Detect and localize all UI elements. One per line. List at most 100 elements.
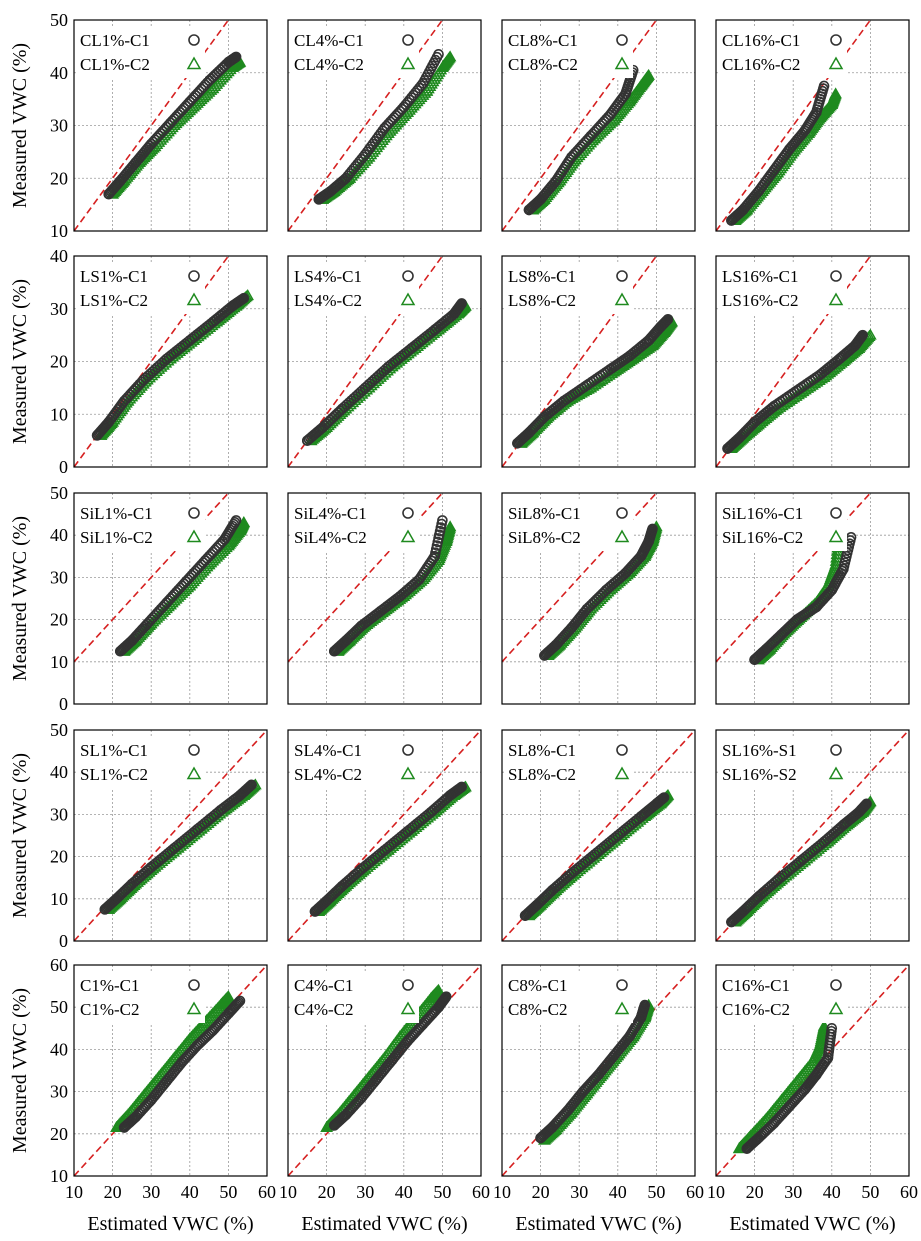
y-tick-label: 20 (50, 168, 68, 188)
x-tick-label: 10 (279, 1182, 297, 1202)
legend-label-c1: C1%-C1 (80, 976, 140, 995)
marker-c1 (456, 298, 468, 309)
panel-r3-c2: SL8%-C1 SL8%-C2 (501, 729, 696, 942)
panel-r0-c1: CL4%-C1 CL4%-C2 (287, 19, 482, 232)
marker-c1 (309, 906, 321, 917)
legend-label-c1: SiL8%-C1 (508, 504, 581, 523)
legend-label-c2: LS16%-C2 (722, 291, 799, 310)
legend-marker-c1 (616, 979, 628, 991)
marker-c1 (643, 335, 654, 346)
legend-label-c1: LS16%-C1 (722, 267, 799, 286)
marker-c1 (733, 432, 745, 444)
marker-c1 (245, 780, 256, 792)
marker-c1 (523, 204, 535, 216)
plot-frame (715, 19, 910, 232)
marker-c1 (581, 379, 593, 391)
y-tick-label: 0 (59, 694, 68, 714)
legend-marker-c2 (614, 1001, 630, 1015)
marker-c1 (223, 1008, 234, 1019)
marker-c1 (737, 906, 749, 917)
marker-c1 (512, 437, 523, 449)
marker-c2 (168, 1051, 181, 1063)
y-tick-label: 40 (50, 762, 68, 782)
legend-label-c1: LS4%-C1 (294, 267, 362, 286)
legend-marker-c2 (828, 292, 844, 306)
marker-c1 (356, 620, 367, 632)
marker-c1 (313, 194, 325, 205)
marker-c1 (726, 215, 737, 226)
plot-frame (715, 492, 910, 705)
marker-c1 (531, 899, 543, 911)
marker-c1 (425, 806, 437, 818)
marker-c1 (726, 916, 737, 928)
panel-r1-c1: LS4%-C1 LS4%-C2 (287, 255, 482, 468)
x-tick-label: 10 (65, 1182, 83, 1202)
legend-marker-c1 (188, 270, 200, 282)
marker-c2 (775, 1093, 788, 1105)
legend-label-c1: SL1%-C1 (80, 741, 148, 760)
plot-frame (501, 19, 696, 232)
legend-label-c1: SL16%-S1 (722, 741, 797, 760)
marker-c1 (429, 324, 440, 336)
plot-frame (73, 492, 268, 705)
marker-c2 (817, 1019, 831, 1031)
legend-marker-c1 (402, 34, 414, 46)
marker-c1 (118, 395, 130, 407)
marker-c1 (821, 1054, 833, 1065)
x-tick-label: 40 (181, 1182, 199, 1202)
marker-c1 (301, 435, 313, 446)
x-tick-label: 20 (318, 1182, 336, 1202)
marker-c2 (237, 516, 251, 528)
marker-c1 (539, 650, 550, 661)
marker-c2 (206, 82, 220, 94)
marker-c1 (566, 151, 577, 163)
panel-r3-c3: SL16%-S1 SL16%-S2 (715, 729, 910, 942)
marker-c1 (161, 1075, 172, 1087)
legend-marker-c2 (828, 1001, 844, 1015)
y-tick-label: 40 (50, 525, 68, 545)
marker-c1 (749, 654, 760, 665)
legend-marker-c2 (614, 529, 630, 543)
y-tick-label: 40 (50, 1039, 68, 1059)
x-tick-label: 20 (104, 1182, 122, 1202)
y-tick-label: 20 (50, 610, 68, 630)
legend-background (719, 971, 847, 1023)
marker-c1 (336, 403, 348, 415)
x-tick-label: 30 (570, 1182, 588, 1202)
marker-c1 (379, 122, 390, 134)
legend-background (505, 499, 633, 551)
marker-c1 (857, 329, 868, 341)
marker-c1 (811, 1069, 822, 1081)
legend-marker-c1 (402, 979, 414, 991)
data-layer (115, 515, 251, 657)
marker-c1 (329, 1120, 340, 1131)
data-layer (523, 64, 655, 216)
marker-c1 (229, 517, 241, 528)
legend-background (719, 499, 847, 551)
marker-c2 (222, 990, 235, 1002)
marker-c1 (834, 353, 845, 365)
legend-background (77, 971, 205, 1023)
y-tick-label: 30 (50, 804, 68, 824)
marker-c1 (519, 910, 531, 921)
legend-label-c2: CL1%-C2 (80, 55, 150, 74)
plot-frame (73, 964, 268, 1177)
marker-c1 (356, 863, 367, 875)
legend-label-c2: C1%-C2 (80, 1000, 140, 1019)
marker-c1 (593, 1069, 604, 1081)
panel-r1-c3: LS16%-C1 LS16%-C2 (715, 255, 910, 468)
marker-c1 (448, 308, 460, 320)
marker-c1 (535, 194, 546, 205)
y-tick-label: 40 (50, 246, 68, 266)
x-tick-label: 50 (861, 1182, 879, 1202)
data-layer (749, 524, 857, 665)
marker-c1 (818, 80, 830, 92)
legend-label-c1: SiL4%-C1 (294, 504, 367, 523)
marker-c1 (233, 996, 245, 1008)
panel-r3-c0: 0 10 20 30 40 50 Measured VWC (%) SL1%-C1 SL1%-C… (9, 720, 268, 951)
marker-c2 (420, 84, 434, 96)
marker-c2 (439, 535, 453, 547)
marker-c1 (429, 550, 440, 562)
legend-marker-c1 (830, 744, 842, 756)
